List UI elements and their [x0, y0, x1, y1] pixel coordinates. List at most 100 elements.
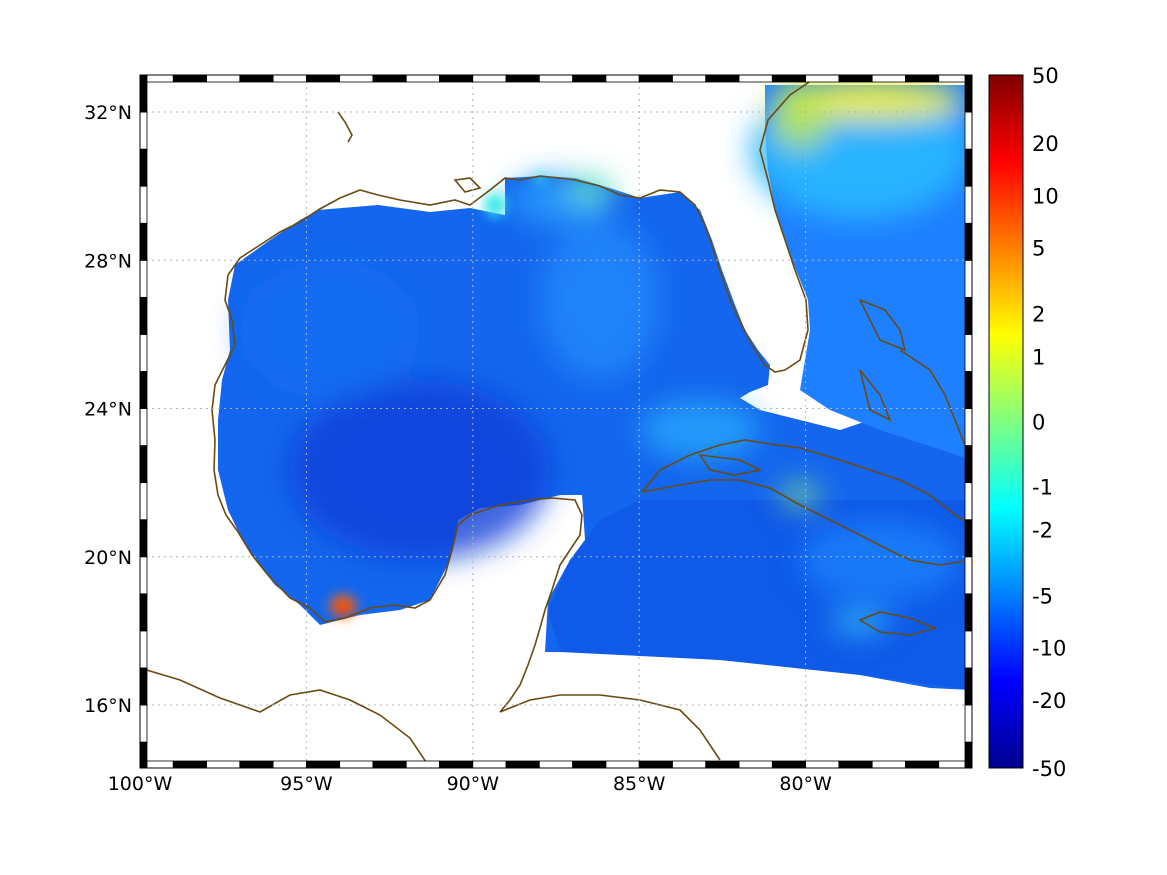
colorbar-tick-label: -5	[1032, 584, 1053, 608]
colorbar-tick-label: -50	[1032, 757, 1066, 781]
frame-band-right	[964, 741, 973, 769]
coastlines	[140, 77, 972, 768]
frame-band-left	[139, 222, 148, 261]
frame-band-right	[964, 296, 973, 335]
frame-band-right	[964, 519, 973, 558]
frame-band-bottom	[672, 760, 707, 769]
colorbar-tick-label: 10	[1032, 185, 1059, 209]
sea-level-field	[218, 80, 972, 690]
lon-tick-label: 90°W	[447, 773, 500, 795]
frame-band-left	[139, 482, 148, 521]
frame-band-left	[139, 185, 148, 224]
frame-band-right	[964, 74, 973, 113]
frame-band-bottom	[339, 760, 374, 769]
colorbar-tick-label: 0	[1032, 411, 1045, 435]
frame-band-left	[139, 593, 148, 632]
frame-band-bottom	[605, 760, 640, 769]
frame-band-left	[139, 408, 148, 446]
frame-band-bottom	[505, 760, 540, 769]
frame-band-top	[372, 74, 407, 83]
frame-band-bottom	[472, 760, 507, 769]
frame-band-right	[964, 185, 973, 224]
frame-band-bottom	[439, 760, 474, 769]
frame-band-right	[964, 667, 973, 706]
frame-band-top	[905, 74, 940, 83]
frame-band-top	[871, 74, 906, 83]
frame-band-right	[964, 556, 973, 595]
frame-band-right	[964, 593, 973, 632]
frame-band-top	[572, 74, 607, 83]
frame-band-right	[964, 408, 973, 446]
frame-band-left	[139, 519, 148, 558]
frame-band-bottom	[272, 760, 307, 769]
frame-band-top	[605, 74, 640, 83]
frame-band-top	[705, 74, 740, 83]
frame-band-top	[472, 74, 507, 83]
frame-band-right	[964, 222, 973, 261]
frame-band-top	[339, 74, 374, 83]
frame-band-bottom	[838, 760, 873, 769]
frame-band-top	[239, 74, 274, 83]
frame-band-bottom	[805, 760, 840, 769]
frame-band-right	[964, 259, 973, 298]
frame-band-left	[139, 704, 148, 743]
lat-tick-label: 16°N	[84, 695, 132, 717]
frame-band-bottom	[372, 760, 407, 769]
lat-tick-label: 24°N	[84, 399, 132, 421]
frame-band-top	[771, 74, 807, 83]
colorbar-tick-label: -20	[1032, 689, 1066, 713]
frame-band-left	[139, 74, 148, 113]
frame-band-bottom	[905, 760, 940, 769]
frame-band-left	[139, 630, 148, 669]
frame-band-right	[964, 630, 973, 669]
frame-band-left	[139, 741, 148, 769]
frame-band-top	[638, 74, 673, 83]
frame-band-left	[139, 334, 148, 372]
frame-band-bottom	[305, 760, 341, 769]
colorbar-tick-label: 2	[1032, 302, 1045, 326]
frame-band-bottom	[239, 760, 274, 769]
frame-band-top	[672, 74, 707, 83]
frame-band-bottom	[572, 760, 607, 769]
frame-band-left	[139, 445, 148, 484]
frame-band-top	[405, 74, 440, 83]
lon-tick-label: 80°W	[779, 773, 832, 795]
frame-band-bottom	[638, 760, 673, 769]
frame-band-left	[139, 111, 148, 150]
frame-band-right	[964, 704, 973, 743]
frame-band-top	[206, 74, 241, 83]
frame-band-bottom	[405, 760, 440, 769]
frame-band-right	[964, 371, 973, 409]
frame-band-bottom	[206, 760, 241, 769]
frame-band-left	[139, 371, 148, 409]
colorbar-tick-label: -10	[1032, 636, 1066, 660]
lat-tick-label: 20°N	[84, 547, 132, 569]
lon-tick-label: 100°W	[108, 773, 173, 795]
frame-band-top	[838, 74, 873, 83]
frame-band-top	[738, 74, 773, 83]
lat-tick-labels: 32°N 28°N 24°N 20°N 16°N	[84, 102, 132, 717]
gridlines	[140, 75, 972, 768]
map-plot-area	[139, 74, 973, 769]
colorbar-tick-label: 1	[1032, 345, 1045, 369]
lat-tick-label: 28°N	[84, 250, 132, 272]
frame-band-left	[139, 148, 148, 187]
frame-band-left	[139, 259, 148, 298]
lon-tick-labels: 100°W 95°W 90°W 85°W 80°W	[108, 773, 832, 795]
frame-band-top	[172, 74, 207, 83]
frame-band-top	[439, 74, 474, 83]
frame-band-right	[964, 148, 973, 187]
lon-tick-label: 85°W	[613, 773, 666, 795]
frame-band-right	[964, 482, 973, 521]
lon-tick-label: 95°W	[280, 773, 333, 795]
frame-band-top	[505, 74, 540, 83]
frame-band-top	[538, 74, 574, 83]
colorbar-tick-label: 5	[1032, 237, 1045, 261]
frame-band-bottom	[172, 760, 207, 769]
frame-border	[139, 74, 973, 769]
frame-band-bottom	[538, 760, 574, 769]
frame-band-bottom	[771, 760, 807, 769]
frame-band-top	[272, 74, 307, 83]
